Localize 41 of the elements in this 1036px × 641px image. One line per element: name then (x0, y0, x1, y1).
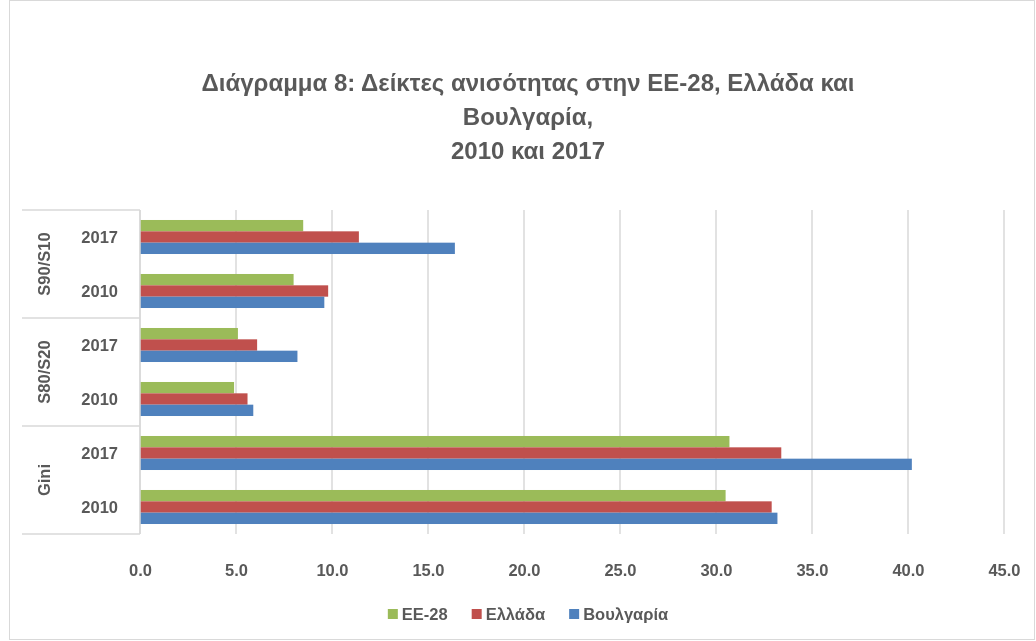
y-tick-label: 2017 (81, 227, 118, 246)
bar (140, 231, 359, 243)
x-tick-label: 35.0 (796, 560, 829, 579)
bar (140, 501, 772, 513)
y-tick-label: 2010 (81, 497, 118, 516)
bar (140, 447, 782, 459)
y-tick-label: 2017 (81, 335, 118, 354)
bar (140, 219, 304, 232)
x-tick-label: 15.0 (412, 560, 445, 579)
legend-label: ΕΕ-28 (401, 604, 448, 623)
text: S90/S10 (34, 232, 53, 296)
legend-label: Βουλγαρία (583, 604, 669, 623)
x-tick-label: 45.0 (988, 560, 1021, 579)
bar (140, 242, 455, 255)
x-tick-label: 20.0 (508, 560, 541, 579)
x-tick-label: 30.0 (700, 560, 733, 579)
bar (140, 489, 726, 502)
y-tick-label: 2010 (81, 281, 118, 300)
text: S80/S20 (34, 340, 53, 404)
bar (140, 512, 778, 525)
x-tick-label: 0.0 (129, 560, 152, 579)
bar (140, 404, 254, 417)
bar (140, 273, 294, 286)
y-tick-label: 2010 (81, 389, 118, 408)
x-tick-label: 40.0 (892, 560, 925, 579)
legend-label: Ελλάδα (485, 604, 546, 623)
x-tick-label: 5.0 (225, 560, 248, 579)
bar (140, 381, 235, 394)
bar (140, 435, 730, 448)
bar (140, 393, 248, 405)
chart-title: Διάγραμμα 8: Δείκτες ανισότητας στην ΕΕ-28, Ελλάδα και Βουλγαρία, 2010 και 2017 (201, 69, 855, 164)
bar (140, 327, 238, 340)
bar (140, 339, 258, 351)
y-tick-label: 2017 (81, 443, 118, 462)
x-tick-label: 10.0 (316, 560, 349, 579)
x-tick-label: 25.0 (604, 560, 637, 579)
bar (140, 350, 298, 363)
bar (140, 296, 325, 309)
bar (140, 458, 912, 471)
bar (140, 285, 329, 297)
text: Gini (34, 463, 53, 497)
